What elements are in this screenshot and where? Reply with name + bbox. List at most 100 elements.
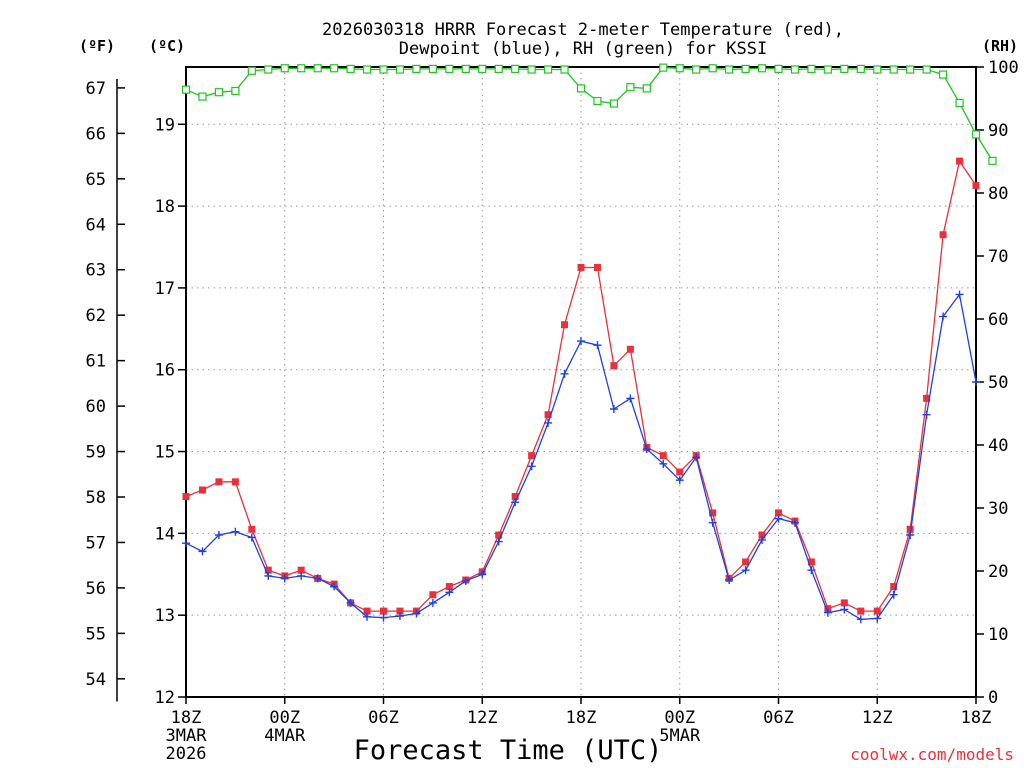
rh-point — [725, 65, 734, 74]
chart-title-line2: Dewpoint (blue), RH (green) for KSSI — [399, 39, 767, 59]
dewpoint-point — [313, 574, 322, 583]
rh-point — [264, 65, 273, 74]
dewpoint-point — [873, 614, 882, 623]
rh-point — [938, 70, 948, 79]
dewpoint-point — [445, 588, 454, 597]
temperature-point — [956, 157, 964, 165]
rh-point — [297, 64, 306, 73]
temperature-point — [511, 493, 519, 501]
temperature-point — [659, 452, 667, 460]
dewpoint-point — [280, 574, 289, 583]
dewpoint-point — [741, 566, 750, 575]
credit-label: coolwx.com/models — [850, 745, 1014, 764]
rh-tick-label: 50 — [988, 373, 1008, 393]
dewpoint-point — [922, 410, 931, 419]
rh-point — [873, 65, 882, 74]
fahrenheit-tick-label: 61 — [86, 352, 106, 372]
temperature-point — [396, 607, 404, 615]
rh-point — [461, 64, 470, 73]
temperature-point — [528, 452, 536, 460]
dewpoint-point — [856, 615, 865, 624]
dewpoint-point — [593, 341, 602, 350]
temperature-point — [264, 566, 272, 574]
fahrenheit-tick-label: 56 — [86, 579, 106, 599]
rh-point — [313, 64, 322, 73]
temperature-point — [742, 558, 750, 566]
gridlines — [186, 67, 976, 697]
temperature-point — [626, 345, 634, 353]
rh-point — [231, 86, 240, 96]
rh-tick-label: 0 — [988, 688, 998, 708]
fahrenheit-tick-label: 64 — [86, 215, 106, 235]
rh-tick-label: 80 — [988, 184, 1008, 204]
temperature-point — [445, 583, 453, 591]
rh-tick-label: 90 — [988, 121, 1008, 141]
temperature-point — [775, 509, 782, 517]
temperature-point — [923, 394, 931, 402]
fahrenheit-tick-label: 67 — [86, 79, 106, 99]
temperature-point — [182, 493, 190, 501]
dewpoint-series — [182, 290, 980, 624]
dewpoint-point — [330, 582, 339, 591]
dewpoint-point — [247, 533, 256, 542]
temperature-point — [857, 607, 865, 615]
rh-point — [346, 64, 355, 73]
temperature-point — [824, 605, 832, 613]
rh-point — [675, 64, 684, 73]
dewpoint-point — [182, 539, 190, 548]
rh-tick-label: 20 — [988, 562, 1008, 582]
x-tick-label: 00Z — [664, 708, 695, 728]
dewpoint-point — [774, 514, 783, 523]
celsius-tick-label: 16 — [155, 361, 175, 381]
rh-tick-label: 30 — [988, 499, 1008, 519]
dewpoint-point — [511, 498, 520, 507]
rh-point — [543, 65, 553, 74]
rh-point — [445, 64, 454, 73]
rh-point — [576, 84, 586, 93]
rh-point — [379, 65, 388, 74]
temperature-point — [248, 525, 256, 533]
rh-point — [922, 65, 931, 74]
rh-point — [971, 130, 981, 139]
celsius-tick-label: 12 — [155, 688, 175, 708]
x-tick-label: 18Z — [961, 708, 992, 728]
temperature-point — [544, 411, 552, 419]
temperature-point — [840, 599, 848, 607]
rh-tick-label: 60 — [988, 310, 1008, 330]
fahrenheit-tick-label: 58 — [86, 488, 106, 508]
rh-point — [823, 65, 832, 74]
x-tick-year-label: 2026 — [166, 744, 207, 764]
celsius-tick-label: 14 — [155, 524, 175, 544]
temperature-point — [972, 182, 980, 190]
temperature-point — [363, 607, 371, 615]
rh-tick-label: 100 — [988, 58, 1019, 78]
rh-point — [708, 64, 717, 73]
temperature-point — [215, 478, 223, 486]
dewpoint-point — [346, 598, 355, 607]
celsius-tick-label: 18 — [155, 197, 175, 217]
dewpoint-point — [560, 369, 569, 378]
x-tick-label: 18Z — [566, 708, 597, 728]
data-series — [181, 63, 997, 624]
fahrenheit-tick-label: 66 — [86, 124, 106, 144]
rh-tick-label: 10 — [988, 625, 1008, 645]
rh-point — [642, 84, 651, 93]
rh-point — [428, 64, 437, 73]
rh-point — [330, 64, 339, 73]
dewpoint-point — [939, 312, 948, 321]
temperature-point — [906, 525, 914, 533]
dewpoint-point — [790, 518, 799, 527]
dewpoint-point — [412, 609, 421, 618]
rh-point — [906, 65, 915, 74]
rh-point — [626, 83, 635, 92]
rh-point — [741, 64, 750, 73]
dewpoint-point — [692, 453, 701, 462]
temperature-point — [709, 509, 717, 517]
dewpoint-point — [906, 531, 915, 539]
rh-unit-label: (RH) — [982, 37, 1018, 55]
x-tick-label: 18Z — [171, 708, 202, 728]
dewpoint-point — [609, 405, 618, 413]
dewpoint-point — [544, 418, 553, 427]
temperature-point — [561, 321, 569, 329]
